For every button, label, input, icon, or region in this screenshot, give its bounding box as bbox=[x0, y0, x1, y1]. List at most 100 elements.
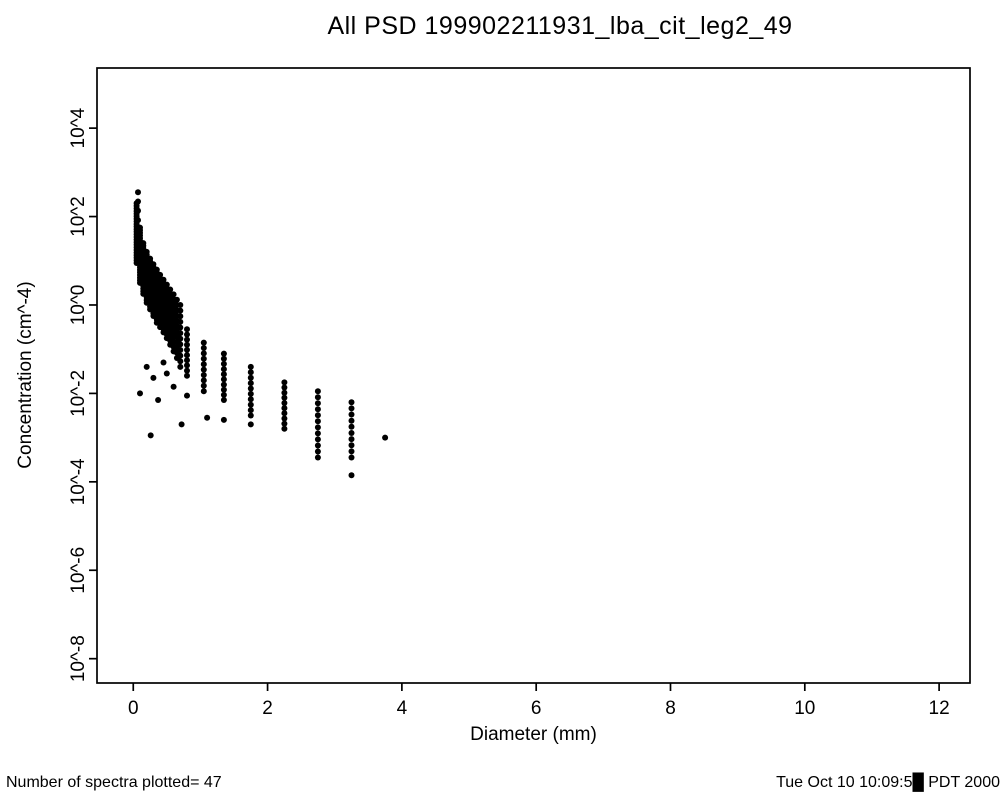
data-point bbox=[220, 416, 227, 423]
data-point bbox=[155, 397, 162, 403]
data-point bbox=[143, 363, 150, 370]
data-point bbox=[157, 271, 164, 278]
data-point bbox=[220, 360, 227, 367]
data-point bbox=[220, 371, 227, 378]
data-point bbox=[314, 412, 321, 419]
data-point bbox=[247, 369, 254, 376]
data-point bbox=[200, 361, 207, 368]
data-point bbox=[184, 372, 190, 379]
data-point bbox=[140, 240, 147, 247]
data-point bbox=[348, 423, 355, 430]
data-point bbox=[153, 266, 160, 273]
data-point bbox=[135, 207, 141, 214]
data-point bbox=[281, 394, 288, 401]
data-point bbox=[200, 339, 207, 346]
x-tick-label: 2 bbox=[262, 698, 273, 719]
y-tick-label: 10^-4 bbox=[68, 458, 89, 505]
data-point bbox=[220, 391, 227, 398]
data-point bbox=[314, 418, 321, 425]
data-point bbox=[281, 425, 288, 432]
data-point bbox=[184, 341, 190, 348]
data-point bbox=[150, 374, 157, 381]
x-tick-label: 10 bbox=[794, 698, 815, 719]
data-point bbox=[247, 412, 254, 419]
data-point bbox=[314, 388, 321, 395]
plot-border bbox=[96, 67, 971, 684]
data-point bbox=[135, 198, 141, 205]
data-point bbox=[348, 405, 355, 412]
data-point bbox=[220, 381, 227, 388]
data-point bbox=[314, 436, 321, 443]
data-point bbox=[200, 382, 207, 389]
data-point bbox=[247, 401, 254, 408]
y-tick-label: 10^4 bbox=[68, 107, 89, 148]
data-point bbox=[314, 430, 321, 437]
data-point bbox=[200, 350, 207, 357]
data-point bbox=[348, 430, 355, 436]
data-point bbox=[177, 318, 184, 325]
data-point bbox=[184, 362, 190, 369]
data-point bbox=[220, 386, 227, 393]
data-point bbox=[177, 335, 184, 342]
data-point bbox=[184, 392, 190, 399]
data-point bbox=[177, 347, 184, 353]
data-point bbox=[220, 397, 227, 403]
data-point bbox=[348, 448, 355, 455]
data-point bbox=[247, 385, 254, 392]
chart-title: All PSD 199902211931_lba_cit_leg2_49 bbox=[327, 12, 793, 40]
data-point bbox=[160, 276, 167, 283]
data-point bbox=[184, 346, 190, 353]
data-point bbox=[177, 358, 184, 365]
data-point bbox=[348, 442, 355, 449]
data-point bbox=[348, 436, 355, 443]
data-point bbox=[137, 224, 143, 231]
data-point bbox=[173, 296, 180, 303]
data-point bbox=[314, 442, 321, 449]
y-tick-label: 10^2 bbox=[68, 196, 89, 237]
data-point bbox=[177, 307, 184, 314]
data-point bbox=[314, 400, 321, 407]
data-point bbox=[160, 359, 167, 366]
data-point bbox=[247, 396, 254, 403]
data-point bbox=[204, 414, 211, 421]
data-point bbox=[220, 350, 227, 357]
data-point bbox=[281, 420, 288, 427]
data-point bbox=[348, 472, 355, 479]
data-point bbox=[348, 399, 355, 406]
data-point bbox=[170, 383, 177, 390]
data-point bbox=[163, 281, 170, 288]
data-point bbox=[135, 217, 141, 224]
data-point bbox=[177, 313, 184, 320]
data-point bbox=[348, 417, 355, 424]
y-axis-label: Concentration (cm^-4) bbox=[15, 281, 36, 469]
data-point bbox=[247, 363, 254, 370]
data-point bbox=[184, 367, 190, 374]
data-point bbox=[177, 352, 184, 359]
data-point bbox=[348, 454, 355, 461]
data-point bbox=[167, 286, 174, 293]
data-point bbox=[170, 291, 177, 298]
data-point bbox=[147, 255, 154, 262]
y-tick-label: 10^0 bbox=[68, 285, 89, 326]
data-point bbox=[200, 355, 207, 362]
data-point bbox=[177, 302, 184, 308]
data-point bbox=[200, 377, 207, 384]
data-point bbox=[314, 424, 321, 431]
y-tick-label: 10^-2 bbox=[68, 370, 89, 417]
data-point bbox=[314, 454, 321, 461]
data-point bbox=[314, 448, 321, 455]
data-point bbox=[348, 411, 355, 418]
y-tick-label: 10^-8 bbox=[68, 635, 89, 682]
data-point bbox=[247, 390, 254, 397]
x-tick-label: 4 bbox=[397, 698, 408, 719]
data-point bbox=[247, 407, 254, 414]
data-point bbox=[147, 432, 154, 439]
data-point bbox=[220, 366, 227, 373]
x-axis-label: Diameter (mm) bbox=[470, 724, 597, 745]
data-point bbox=[184, 336, 190, 343]
data-point bbox=[184, 326, 190, 333]
data-point bbox=[281, 384, 288, 391]
x-tick-label: 8 bbox=[665, 698, 676, 719]
data-point bbox=[247, 374, 254, 381]
